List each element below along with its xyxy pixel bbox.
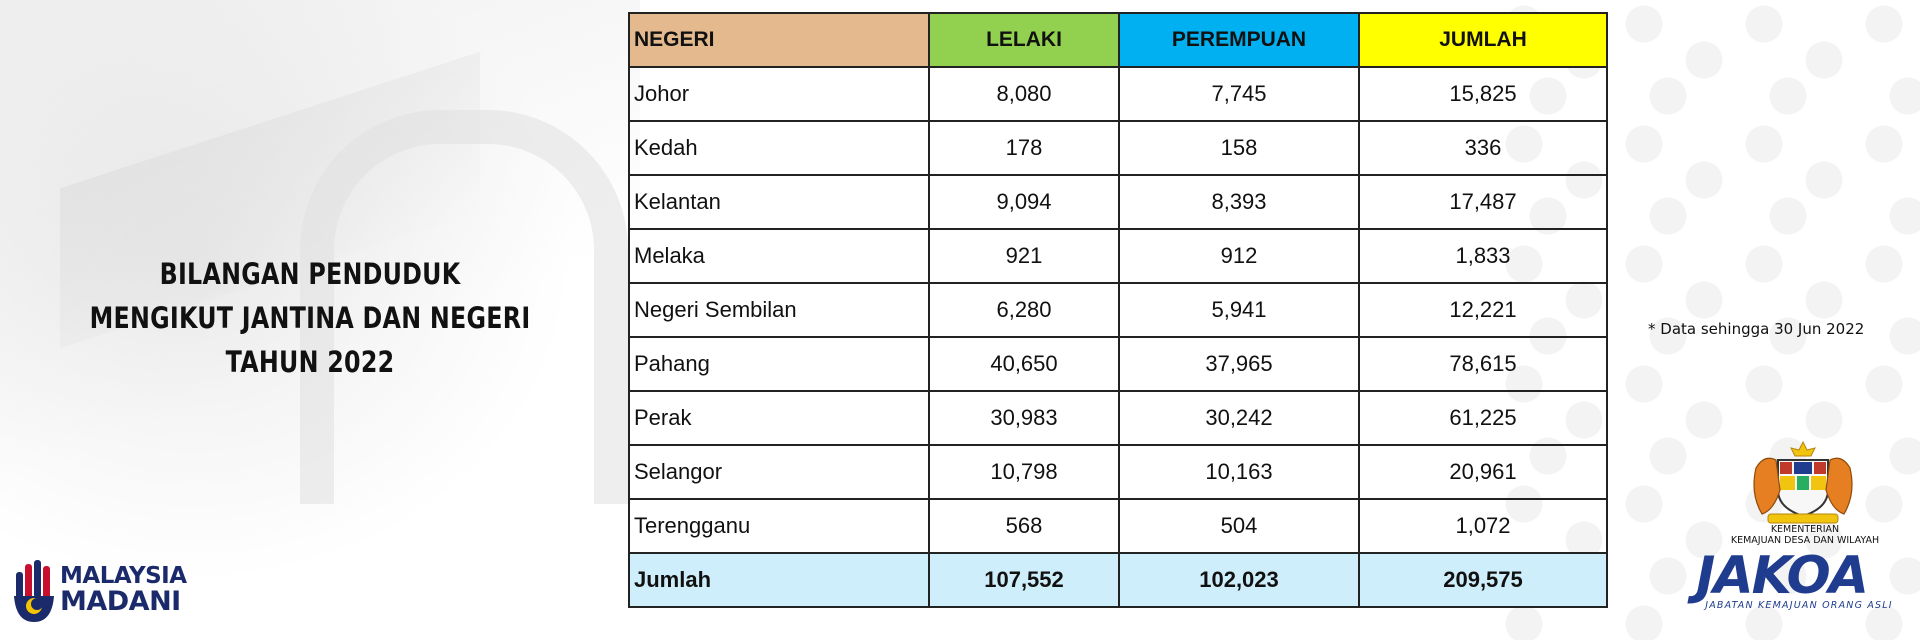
- table-row: Terengganu 568 504 1,072: [628, 498, 1608, 554]
- madani-line-2: MADANI: [60, 586, 181, 617]
- table-row: Pahang 40,650 37,965 78,615: [628, 336, 1608, 392]
- cell-female: 912: [1118, 228, 1360, 284]
- cell-male: 30,983: [928, 390, 1120, 446]
- cell-total: 336: [1358, 120, 1608, 176]
- cell-total: 1,833: [1358, 228, 1608, 284]
- cell-male: 40,650: [928, 336, 1120, 392]
- table-row: Negeri Sembilan 6,280 5,941 12,221: [628, 282, 1608, 338]
- total-total: 209,575: [1358, 552, 1608, 608]
- cell-female: 158: [1118, 120, 1360, 176]
- cell-total: 12,221: [1358, 282, 1608, 338]
- cell-state: Kelantan: [628, 174, 930, 230]
- jakoa-wordmark: JAKOA: [1696, 546, 1869, 606]
- cell-male: 921: [928, 228, 1120, 284]
- cell-state: Johor: [628, 66, 930, 122]
- header-negeri: NEGERI: [628, 12, 930, 68]
- cell-female: 7,745: [1118, 66, 1360, 122]
- table-row: Johor 8,080 7,745 15,825: [628, 66, 1608, 122]
- madani-line-1: MALAYSIA: [60, 563, 187, 589]
- cell-female: 504: [1118, 498, 1360, 554]
- total-female: 102,023: [1118, 552, 1360, 608]
- ministry-line-2: KEMAJUAN DESA DAN WILAYAH: [1730, 535, 1880, 546]
- title-line-2: MENGIKUT JANTINA DAN NEGERI TAHUN 2022: [89, 301, 531, 379]
- population-table: NEGERI LELAKI PEREMPUAN JUMLAH Johor 8,0…: [628, 12, 1608, 608]
- cell-male: 6,280: [928, 282, 1120, 338]
- jakoa-subtitle: JABATAN KEMAJUAN ORANG ASLI: [1705, 600, 1893, 611]
- madani-hand-icon: [14, 560, 54, 622]
- jakoa-logo: JAKOA JABATAN KEMAJUAN ORANG ASLI: [1692, 548, 1902, 618]
- header-lelaki: LELAKI: [928, 12, 1120, 68]
- cell-state: Terengganu: [628, 498, 930, 554]
- cell-state: Selangor: [628, 444, 930, 500]
- ministry-name: KEMENTERIAN KEMAJUAN DESA DAN WILAYAH: [1690, 524, 1920, 546]
- data-note: * Data sehingga 30 Jun 2022: [1648, 320, 1865, 338]
- malaysia-madani-logo: MALAYSIA MADANI: [12, 556, 202, 624]
- total-male: 107,552: [928, 552, 1120, 608]
- cell-male: 178: [928, 120, 1120, 176]
- table-row: Perak 30,983 30,242 61,225: [628, 390, 1608, 446]
- cell-total: 17,487: [1358, 174, 1608, 230]
- cell-male: 9,094: [928, 174, 1120, 230]
- table-row: Melaka 921 912 1,833: [628, 228, 1608, 284]
- cell-female: 30,242: [1118, 390, 1360, 446]
- cell-male: 10,798: [928, 444, 1120, 500]
- cell-state: Perak: [628, 390, 930, 446]
- cell-state: Pahang: [628, 336, 930, 392]
- header-jumlah: JUMLAH: [1358, 12, 1608, 68]
- cell-state: Kedah: [628, 120, 930, 176]
- table-header-row: NEGERI LELAKI PEREMPUAN JUMLAH: [628, 12, 1608, 68]
- cell-total: 78,615: [1358, 336, 1608, 392]
- table-total-row: Jumlah 107,552 102,023 209,575: [628, 552, 1608, 608]
- cell-total: 1,072: [1358, 498, 1608, 554]
- page-title: BILANGAN PENDUDUK MENGIKUT JANTINA DAN N…: [72, 252, 548, 384]
- table-body: Johor 8,080 7,745 15,825 Kedah 178 158 3…: [628, 66, 1608, 608]
- cell-total: 20,961: [1358, 444, 1608, 500]
- table-row: Selangor 10,798 10,163 20,961: [628, 444, 1608, 500]
- header-perempuan: PEREMPUAN: [1118, 12, 1360, 68]
- table-row: Kedah 178 158 336: [628, 120, 1608, 176]
- cell-female: 10,163: [1118, 444, 1360, 500]
- coat-of-arms-icon: [1753, 440, 1853, 524]
- cell-female: 5,941: [1118, 282, 1360, 338]
- total-label: Jumlah: [628, 552, 930, 608]
- cell-state: Negeri Sembilan: [628, 282, 930, 338]
- cell-total: 15,825: [1358, 66, 1608, 122]
- cell-female: 8,393: [1118, 174, 1360, 230]
- cell-male: 568: [928, 498, 1120, 554]
- cell-male: 8,080: [928, 66, 1120, 122]
- cell-state: Melaka: [628, 228, 930, 284]
- cell-total: 61,225: [1358, 390, 1608, 446]
- table-row: Kelantan 9,094 8,393 17,487: [628, 174, 1608, 230]
- title-line-1: BILANGAN PENDUDUK: [159, 257, 461, 291]
- madani-wordmark: MALAYSIA MADANI: [60, 563, 187, 617]
- cell-female: 37,965: [1118, 336, 1360, 392]
- ministry-line-1: KEMENTERIAN: [1770, 524, 1840, 535]
